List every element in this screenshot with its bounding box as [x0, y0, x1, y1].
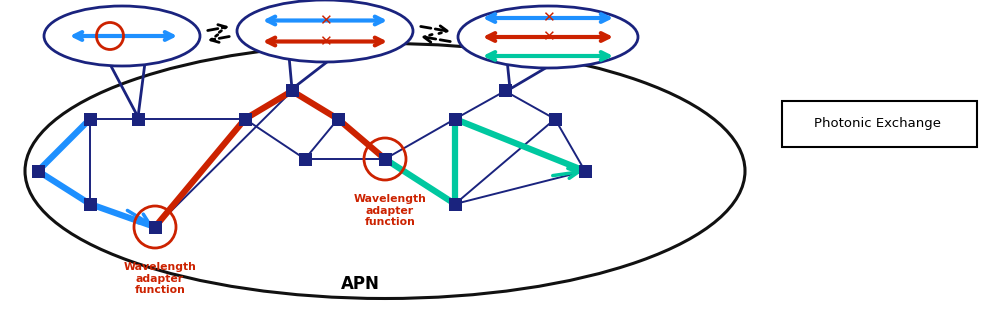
Bar [332, 112, 345, 125]
Bar [448, 112, 462, 125]
Bar [498, 84, 512, 98]
Text: ✕: ✕ [542, 11, 554, 26]
Bar [149, 221, 162, 234]
Text: APN: APN [341, 275, 379, 293]
Bar [379, 153, 392, 166]
Text: ✕: ✕ [319, 34, 331, 49]
Bar [793, 117, 807, 131]
Bar [132, 112, 145, 125]
Ellipse shape [237, 0, 413, 62]
Ellipse shape [458, 6, 638, 68]
Text: ✕: ✕ [319, 13, 331, 28]
Bar [84, 197, 97, 210]
Bar [286, 84, 299, 98]
Bar [239, 112, 252, 125]
Bar [578, 164, 592, 177]
Text: Wavelength
adapter
function: Wavelength adapter function [124, 262, 196, 295]
Ellipse shape [44, 6, 200, 66]
Bar [548, 112, 562, 125]
Text: Photonic Exchange: Photonic Exchange [814, 117, 941, 130]
Bar [448, 197, 462, 210]
Bar [32, 164, 45, 177]
Text: ✕: ✕ [542, 29, 554, 44]
Text: Wavelength
adapter
function: Wavelength adapter function [354, 194, 426, 227]
Bar [299, 153, 312, 166]
FancyBboxPatch shape [782, 101, 977, 147]
Bar [84, 112, 97, 125]
